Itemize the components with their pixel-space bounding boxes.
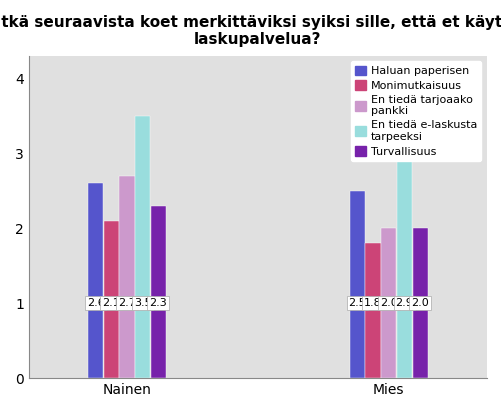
Text: 1.8: 1.8 <box>364 298 381 308</box>
Title: Mitkä seuraavista koet merkittäviksi syiksi sille, että et käytä e-
laskupalvelu: Mitkä seuraavista koet merkittäviksi syi… <box>0 15 501 47</box>
Text: 2.0: 2.0 <box>379 298 397 308</box>
Bar <box>380 228 396 378</box>
Bar <box>412 228 427 378</box>
Bar <box>150 206 166 378</box>
Bar <box>119 176 134 378</box>
Bar <box>88 183 103 378</box>
Bar <box>103 220 119 378</box>
Bar <box>396 161 411 378</box>
Bar <box>365 243 380 378</box>
Text: 2.5: 2.5 <box>348 298 366 308</box>
Text: 2.6: 2.6 <box>87 298 104 308</box>
Legend: Haluan paperisen, Monimutkaisuus, En tiedä tarjoaako
pankki, En tiedä e-laskusta: Haluan paperisen, Monimutkaisuus, En tie… <box>350 61 480 161</box>
Text: 2.3: 2.3 <box>149 298 167 308</box>
Bar <box>349 191 364 378</box>
Text: 2.1: 2.1 <box>102 298 120 308</box>
Text: 3.5: 3.5 <box>134 298 151 308</box>
Text: 2.0: 2.0 <box>410 298 428 308</box>
Text: 2.7: 2.7 <box>118 298 136 308</box>
Text: 2.9: 2.9 <box>395 298 413 308</box>
Bar <box>135 115 150 378</box>
